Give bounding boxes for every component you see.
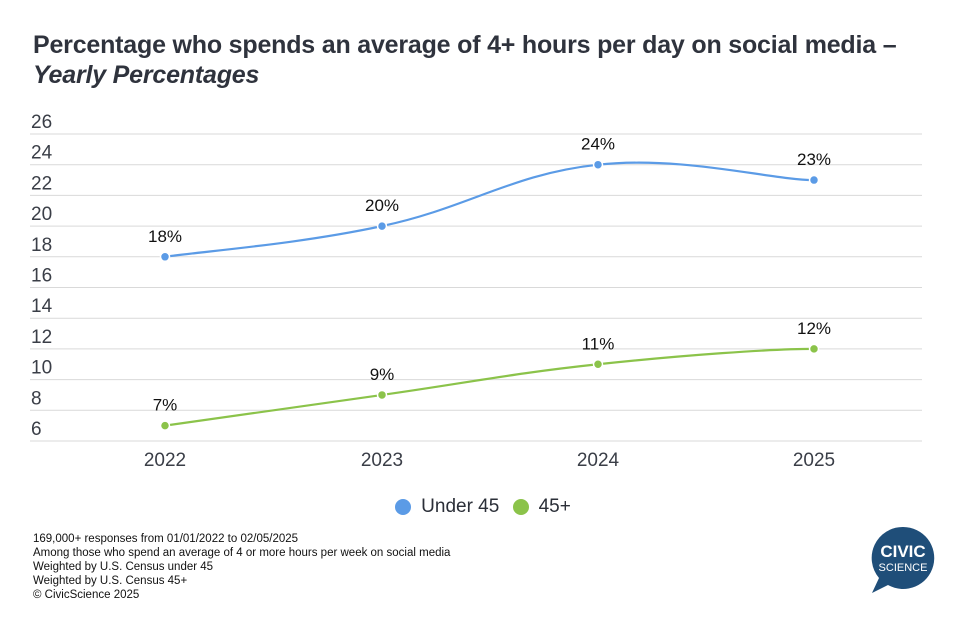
data-label-45-plus-2024: 11%: [582, 334, 615, 353]
footnote-population: Among those who spend an average of 4 or…: [33, 547, 451, 559]
data-point-under-45-2022[interactable]: [159, 251, 171, 263]
x-tick-label: 2024: [577, 450, 620, 471]
data-label-under-45-2022: 18%: [148, 227, 182, 246]
data-point-45-plus-2022[interactable]: [159, 420, 171, 431]
legend-label-45-plus: 45+: [538, 496, 571, 517]
data-label-45-plus-2022: 7%: [153, 396, 178, 415]
chart-title: Percentage who spends an average of 4+ h…: [33, 30, 933, 90]
data-label-under-45-2024: 24%: [581, 135, 615, 154]
data-label-under-45-2025: 23%: [797, 150, 831, 169]
data-point-45-plus-2024[interactable]: [592, 359, 604, 370]
data-label-45-plus-2023: 9%: [370, 365, 395, 384]
data-point-45-plus-2025[interactable]: [808, 343, 820, 355]
y-tick-label: 22: [31, 173, 52, 194]
y-tick-label: 20: [31, 204, 52, 225]
y-tick-label: 8: [31, 388, 42, 409]
x-tick-label: 2025: [793, 450, 835, 471]
legend-label-under-45: Under 45: [421, 496, 500, 517]
footnote-copyright: © CivicScience 2025: [33, 589, 140, 601]
footnote-responses: 169,000+ responses from 01/01/2022 to 02…: [33, 533, 299, 545]
y-axis-ticks: 26 24 22 20 18 16 14 12 10 8 6: [31, 112, 53, 440]
series-45-plus: 7% 9% 11% 12%: [153, 319, 831, 431]
y-tick-label: 12: [31, 327, 52, 348]
series-group: 18% 20% 24% 23% 7% 9% 11% 12%: [148, 135, 831, 431]
y-tick-label: 18: [31, 235, 52, 256]
y-tick-label: 16: [31, 266, 52, 287]
x-tick-label: 2022: [144, 450, 186, 471]
y-tick-label: 26: [31, 112, 52, 133]
footnotes: 169,000+ responses from 01/01/2022 to 02…: [33, 532, 450, 602]
x-axis-ticks: 2022 2023 2024 2025: [144, 450, 835, 471]
civicscience-logo: CIVIC SCIENCE: [871, 526, 935, 593]
chart-title-subtitle: Yearly Percentages: [33, 61, 260, 89]
y-tick-label: 6: [31, 419, 42, 440]
footnote-weighting-45-plus: Weighted by U.S. Census 45+: [33, 575, 188, 587]
data-label-45-plus-2025: 12%: [797, 319, 831, 338]
data-point-under-45-2025[interactable]: [808, 174, 820, 186]
x-tick-label: 2023: [361, 450, 403, 471]
logo-text-civic: CIVIC: [880, 542, 925, 561]
data-point-45-plus-2023[interactable]: [376, 389, 388, 401]
legend-marker-45-plus: [512, 499, 529, 515]
data-point-under-45-2024[interactable]: [592, 159, 604, 170]
y-tick-label: 14: [31, 296, 53, 317]
legend-marker-under-45: [395, 499, 412, 515]
footnote-weighting-under-45: Weighted by U.S. Census under 45: [33, 561, 214, 573]
y-tick-label: 24: [31, 143, 53, 164]
legend-item-under-45[interactable]: Under 45: [395, 496, 499, 518]
legend: Under 45 45+: [0, 496, 966, 521]
y-tick-label: 10: [31, 358, 52, 379]
data-label-under-45-2023: 20%: [365, 196, 399, 215]
series-line-under-45: [164, 161, 815, 258]
data-point-under-45-2023[interactable]: [376, 220, 388, 232]
speech-bubble-icon: [871, 526, 935, 593]
series-under-45: 18% 20% 24% 23%: [148, 135, 831, 263]
chart-title-main: Percentage who spends an average of 4+ h…: [33, 31, 897, 59]
series-line-45-plus: [164, 347, 815, 427]
line-chart: 26 24 22 20 18 16 14 12 10 8 6 2022 2023 2024 2025 18…: [30, 112, 922, 471]
logo-text-science: SCIENCE: [879, 562, 928, 574]
legend-item-45-plus[interactable]: 45+: [512, 496, 571, 518]
gridlines: [30, 133, 922, 442]
